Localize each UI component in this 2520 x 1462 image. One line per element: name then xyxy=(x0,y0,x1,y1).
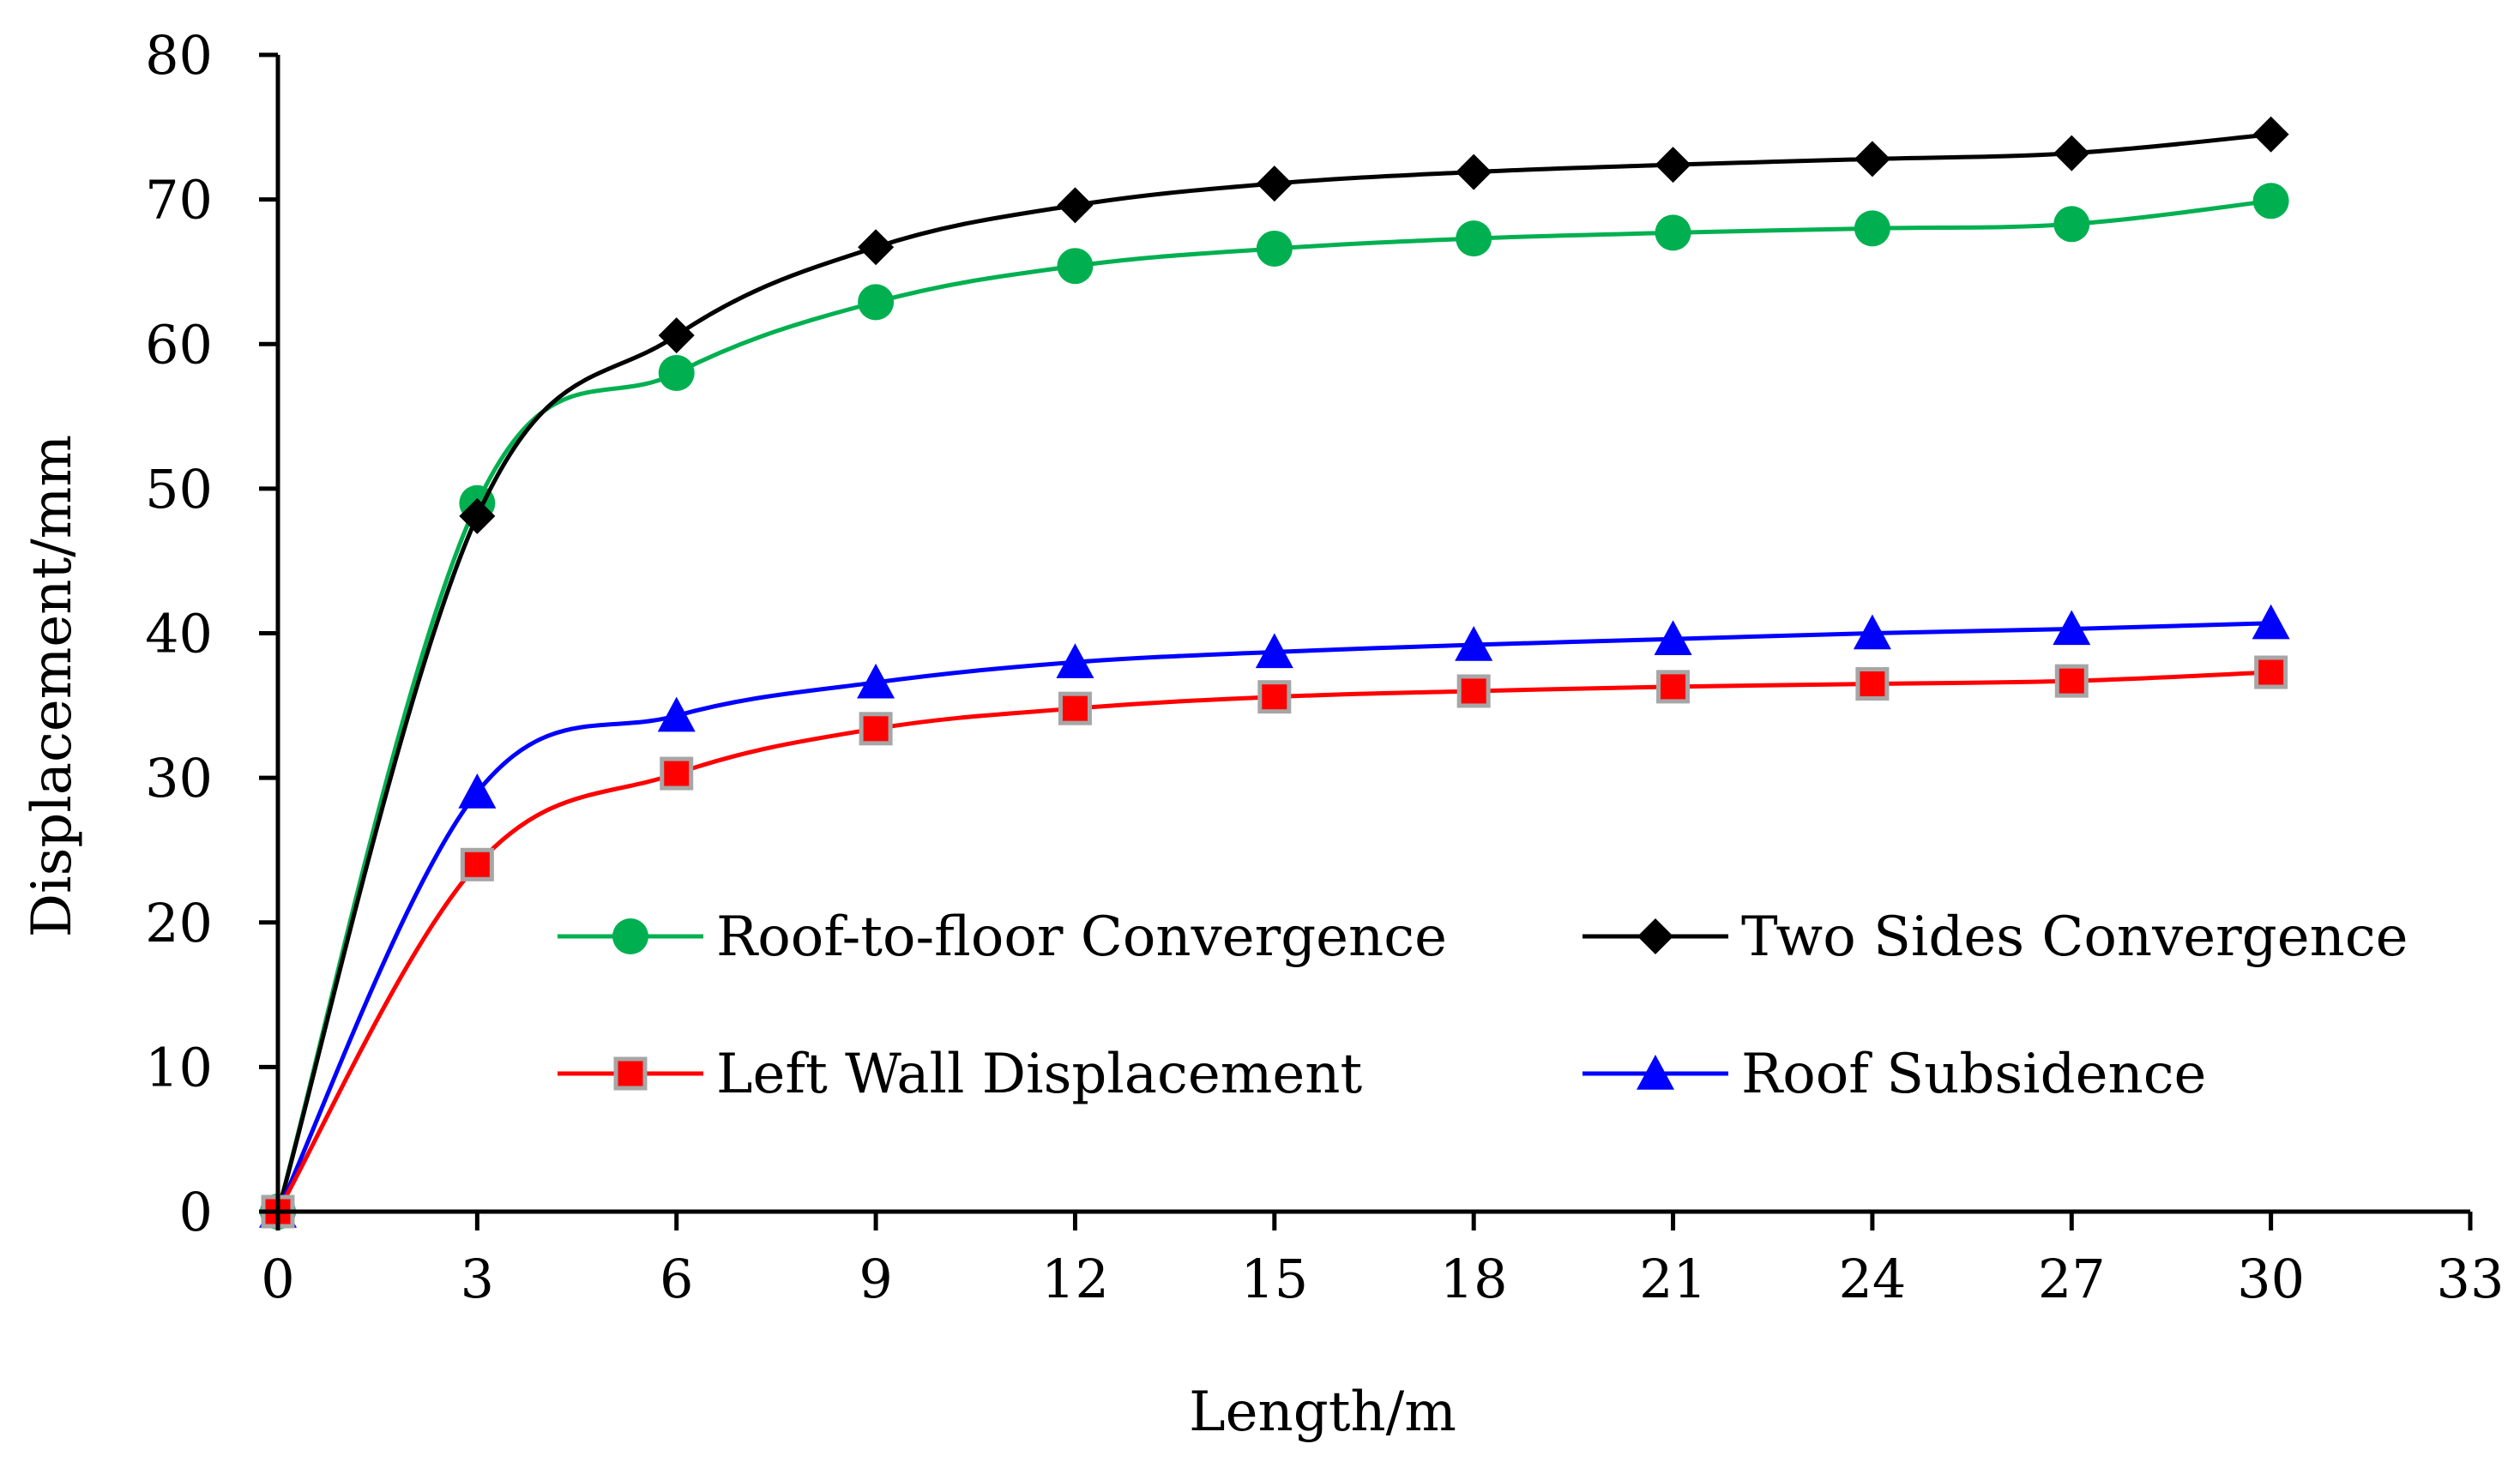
data-point xyxy=(1057,187,1094,224)
x-tick-label: 18 xyxy=(1440,1248,1508,1310)
data-point xyxy=(657,696,696,732)
data-point xyxy=(1456,220,1492,257)
x-tick-label: 30 xyxy=(2237,1248,2305,1310)
data-point xyxy=(2254,655,2288,689)
y-tick-label: 60 xyxy=(145,313,213,376)
legend-item: Roof-to-floor Convergence xyxy=(558,905,1447,969)
y-tick-label: 80 xyxy=(145,24,213,87)
legend-label: Left Wall Displacement xyxy=(716,1043,1363,1106)
data-point xyxy=(1456,153,1492,190)
x-axis-title: Length/m xyxy=(1189,1381,1456,1444)
y-tick-label: 50 xyxy=(145,458,213,520)
x-tick-label: 3 xyxy=(461,1248,494,1310)
data-point xyxy=(858,284,895,321)
legend-marker xyxy=(1637,1055,1674,1090)
data-point xyxy=(658,354,695,391)
data-point xyxy=(658,317,695,354)
data-point xyxy=(1058,691,1092,725)
data-point xyxy=(2054,664,2089,698)
axes xyxy=(275,55,2470,1214)
series-line xyxy=(275,621,2271,1213)
data-point xyxy=(2252,183,2289,220)
data-point xyxy=(1256,230,1293,267)
x-tick-label: 9 xyxy=(859,1248,892,1310)
data-point xyxy=(660,756,694,791)
y-tick-label: 70 xyxy=(145,169,213,232)
ticks: 0 3 6 9 12 15 18 21 24 27 30 33 0 10 20 30 40 50 60 70 80 xyxy=(145,24,2504,1310)
legend-marker xyxy=(613,1056,648,1091)
data-point xyxy=(2053,610,2091,646)
x-tick-label: 24 xyxy=(1838,1248,1906,1310)
legend-item: Roof Subsidence xyxy=(1583,1043,2206,1106)
data-point xyxy=(858,229,895,266)
x-tick-label: 33 xyxy=(2437,1248,2505,1310)
data-point xyxy=(2053,135,2090,171)
legend-item: Left Wall Displacement xyxy=(558,1043,1363,1106)
data-point xyxy=(859,712,893,746)
data-point xyxy=(1854,141,1890,177)
data-point xyxy=(1656,670,1691,704)
data-point xyxy=(458,773,497,809)
data-point xyxy=(1655,214,1691,251)
legend-label: Two Sides Convergence xyxy=(1741,905,2408,969)
legend-item: Two Sides Convergence xyxy=(1583,905,2408,969)
legend: Roof-to-floor Convergence Two Sides Conve… xyxy=(558,905,2408,1106)
data-point xyxy=(459,497,496,534)
data-point xyxy=(1256,165,1293,202)
data-point xyxy=(2053,206,2090,243)
series-line xyxy=(275,670,2271,1213)
data-point xyxy=(2252,604,2290,640)
legend-label: Roof Subsidence xyxy=(1741,1043,2206,1106)
y-tick-label: 40 xyxy=(145,603,213,665)
data-point xyxy=(1255,633,1293,669)
x-tick-label: 6 xyxy=(660,1248,693,1310)
data-point xyxy=(1655,147,1691,184)
data-point xyxy=(1853,614,1891,650)
y-tick-label: 20 xyxy=(145,892,213,954)
y-tick-label: 30 xyxy=(145,747,213,809)
legend-marker xyxy=(612,918,648,954)
y-axis-title: Displacement/mm xyxy=(21,435,84,937)
data-point xyxy=(1057,248,1094,285)
x-tick-label: 12 xyxy=(1041,1248,1109,1310)
data-point xyxy=(1455,625,1493,661)
data-point xyxy=(1854,210,1890,247)
data-point xyxy=(857,663,895,699)
data-point xyxy=(1855,667,1890,701)
x-tick-label: 21 xyxy=(1639,1248,1707,1310)
data-point xyxy=(1654,620,1692,655)
y-tick-label: 10 xyxy=(145,1036,213,1098)
series-3 xyxy=(259,604,2290,1228)
data-point xyxy=(460,847,494,881)
data-point xyxy=(1456,674,1491,708)
y-tick-label: 0 xyxy=(179,1181,213,1243)
x-tick-label: 15 xyxy=(1240,1248,1308,1310)
data-point xyxy=(1257,680,1292,714)
series-layer xyxy=(259,116,2290,1230)
x-tick-label: 0 xyxy=(261,1248,294,1310)
legend-marker xyxy=(1637,918,1673,954)
data-point xyxy=(1056,643,1094,678)
series-0 xyxy=(260,183,2289,1230)
data-point xyxy=(2252,116,2289,153)
x-tick-label: 27 xyxy=(2038,1248,2106,1310)
legend-label: Roof-to-floor Convergence xyxy=(716,905,1447,969)
series-2 xyxy=(261,655,2288,1229)
